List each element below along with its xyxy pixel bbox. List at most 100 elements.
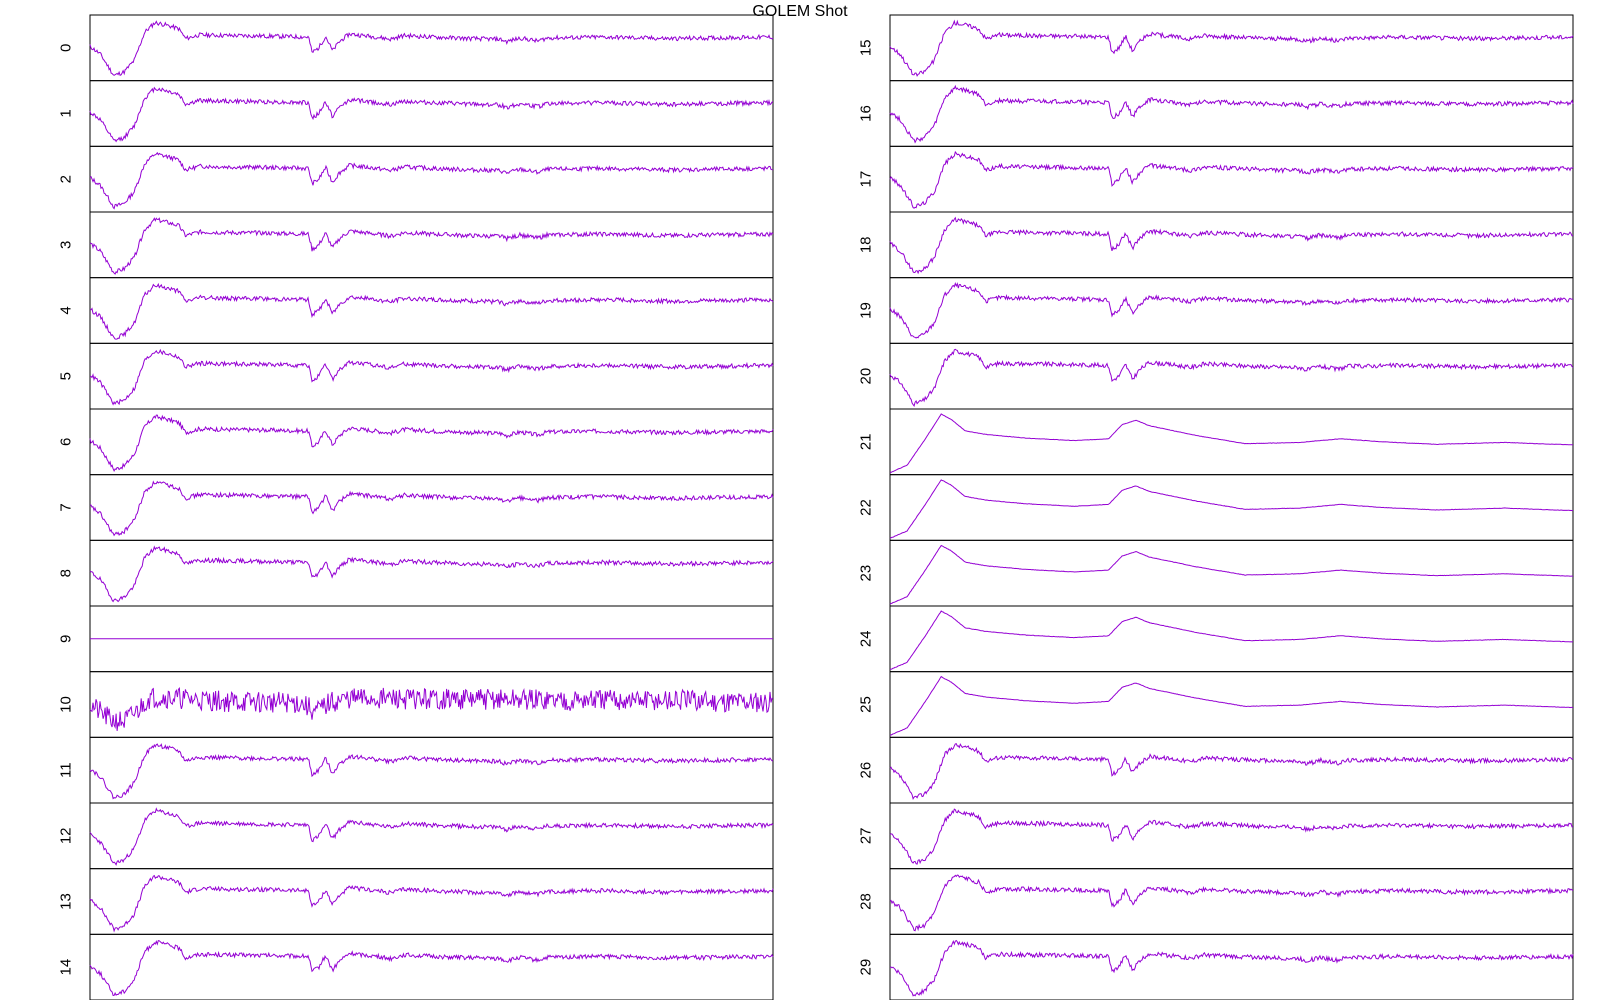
channel-trace [889, 479, 1574, 539]
channel-trace [89, 414, 774, 473]
panel-frame [889, 145, 1574, 213]
channel-panel-5: 5 [58, 342, 774, 410]
panel-frame [89, 342, 774, 410]
channel-label: 20 [858, 368, 875, 385]
channel-trace [889, 282, 1574, 339]
channel-label: 18 [858, 236, 875, 253]
channel-panel-19: 19 [858, 277, 1574, 344]
channel-trace [889, 19, 1574, 77]
channel-panel-15: 15 [858, 14, 1574, 82]
channel-panel-12: 12 [58, 802, 774, 870]
panel-frame [89, 868, 774, 935]
channel-label: 14 [58, 959, 75, 976]
channel-panel-21: 21 [858, 408, 1574, 476]
channel-panel-18: 18 [858, 211, 1574, 279]
channel-label: 9 [58, 635, 75, 643]
channel-trace [889, 150, 1574, 209]
channel-label: 17 [858, 171, 875, 188]
channel-panel-27: 27 [858, 802, 1574, 870]
channel-trace [889, 216, 1574, 275]
channel-label: 5 [58, 372, 75, 380]
panel-frame [889, 277, 1574, 344]
panel-frame [89, 802, 774, 870]
channel-label: 0 [58, 44, 75, 52]
panel-frame [889, 868, 1574, 935]
channel-label: 26 [858, 762, 875, 779]
panel-frame [89, 933, 774, 1000]
panel-frame [889, 342, 1574, 410]
channel-trace [89, 480, 774, 537]
channel-label: 2 [58, 175, 75, 183]
channel-trace [89, 217, 774, 275]
channel-trace [89, 20, 774, 76]
panel-frame [889, 802, 1574, 870]
channel-panel-23: 23 [858, 539, 1574, 607]
channel-label: 4 [58, 306, 75, 314]
channel-panel-0: 0 [58, 14, 774, 82]
channel-trace [889, 675, 1574, 736]
channel-label: 1 [58, 109, 75, 117]
channel-label: 15 [858, 39, 875, 56]
panel-frame [89, 408, 774, 476]
panel-frame [89, 277, 774, 344]
channel-panel-24: 24 [858, 605, 1574, 673]
panel-frame [889, 211, 1574, 279]
channel-panel-17: 17 [858, 145, 1574, 213]
chart-title: GOLEM Shot [752, 3, 848, 20]
channel-panel-28: 28 [858, 868, 1574, 935]
channel-trace [889, 610, 1574, 670]
channel-panel-2: 2 [58, 145, 774, 213]
channel-trace [89, 282, 774, 340]
channel-panel-1: 1 [58, 80, 774, 147]
channel-panel-7: 7 [58, 474, 774, 541]
channel-label: 13 [58, 893, 75, 910]
panel-frame [889, 14, 1574, 82]
channel-panel-6: 6 [58, 408, 774, 476]
channel-label: 10 [58, 696, 75, 713]
channel-panel-14: 14 [58, 933, 774, 1000]
channel-panel-29: 29 [858, 933, 1574, 1000]
channel-label: 29 [858, 959, 875, 976]
channel-panel-3: 3 [58, 211, 774, 279]
channel-trace [89, 743, 774, 800]
channel-panel-4: 4 [58, 277, 774, 344]
channel-panel-16: 16 [858, 80, 1574, 147]
channel-panel-11: 11 [58, 736, 774, 804]
panel-frame [89, 145, 774, 213]
channel-label: 23 [858, 565, 875, 582]
channel-label: 27 [858, 827, 875, 844]
channel-trace [889, 348, 1574, 408]
channel-trace [889, 544, 1574, 605]
channel-panel-10: 10 [58, 671, 774, 738]
channel-panel-13: 13 [58, 868, 774, 935]
panel-frame [889, 736, 1574, 804]
channel-label: 11 [58, 762, 75, 778]
channel-trace [89, 686, 774, 731]
channel-trace [90, 348, 774, 406]
channel-label: 25 [858, 696, 875, 713]
channel-trace [889, 413, 1574, 474]
channel-panel-26: 26 [858, 736, 1574, 804]
channel-trace [889, 84, 1574, 144]
panel-frame [889, 933, 1574, 1000]
channel-trace [89, 151, 774, 210]
channel-label: 3 [58, 241, 75, 249]
channel-trace [889, 874, 1574, 932]
channel-label: 7 [58, 503, 75, 511]
channel-label: 21 [858, 433, 875, 450]
channel-panel-25: 25 [858, 671, 1574, 738]
panel-frame [889, 80, 1574, 147]
channel-label: 19 [858, 302, 875, 319]
channel-label: 28 [858, 893, 875, 910]
channel-label: 16 [858, 105, 875, 122]
channel-trace [889, 743, 1574, 800]
panel-frame [89, 14, 774, 82]
panel-frame [89, 80, 774, 147]
channel-trace [89, 939, 774, 997]
channel-label: 22 [858, 499, 875, 516]
channel-panel-20: 20 [858, 342, 1574, 410]
channel-label: 24 [858, 630, 875, 647]
channel-trace [889, 939, 1574, 997]
panel-frame [889, 474, 1574, 541]
